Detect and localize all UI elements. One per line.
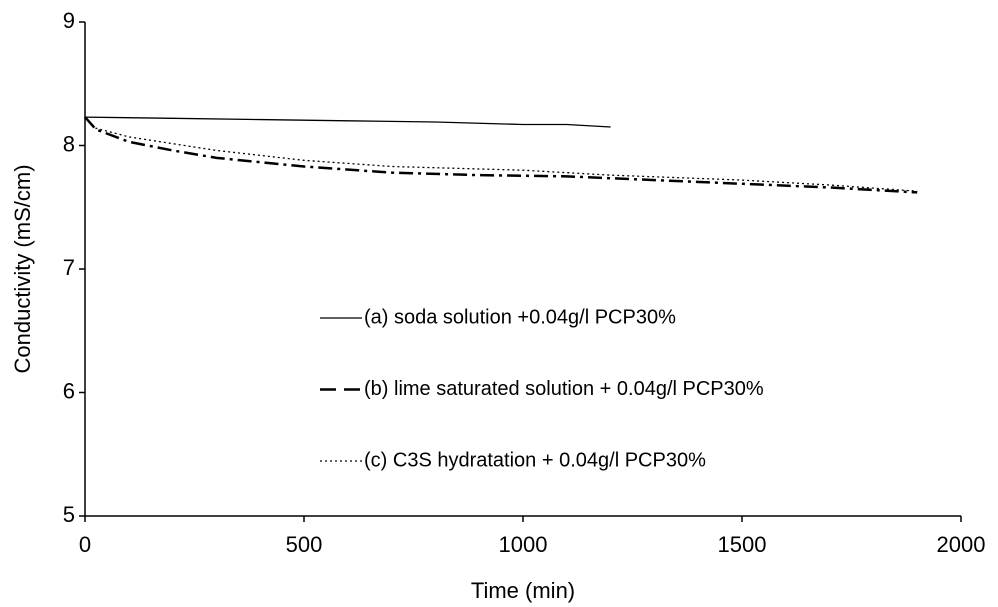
- legend-label: (c) C3S hydratation + 0.04g/l PCP30%: [364, 449, 706, 471]
- y-axis-title: Conductivity (mS/cm): [10, 164, 35, 373]
- y-tick-label: 6: [63, 378, 75, 403]
- y-tick-label: 9: [63, 8, 75, 33]
- y-tick-label: 7: [63, 255, 75, 280]
- line-series: [84, 116, 918, 192]
- legend-label: (a) soda solution +0.04g/l PCP30%: [364, 306, 676, 328]
- x-tick-label: 1500: [718, 532, 767, 557]
- x-axis-title: Time (min): [471, 578, 575, 603]
- y-tick-label: 5: [63, 502, 75, 527]
- x-tick-label: 1000: [499, 532, 548, 557]
- x-tick-label: 0: [79, 532, 91, 557]
- x-tick-label: 2000: [937, 532, 986, 557]
- y-tick-label: 8: [63, 131, 75, 156]
- line-series: [84, 116, 611, 128]
- x-tick-label: 500: [286, 532, 323, 557]
- line-series: [84, 116, 918, 194]
- legend-label: (b) lime saturated solution + 0.04g/l PC…: [364, 378, 764, 400]
